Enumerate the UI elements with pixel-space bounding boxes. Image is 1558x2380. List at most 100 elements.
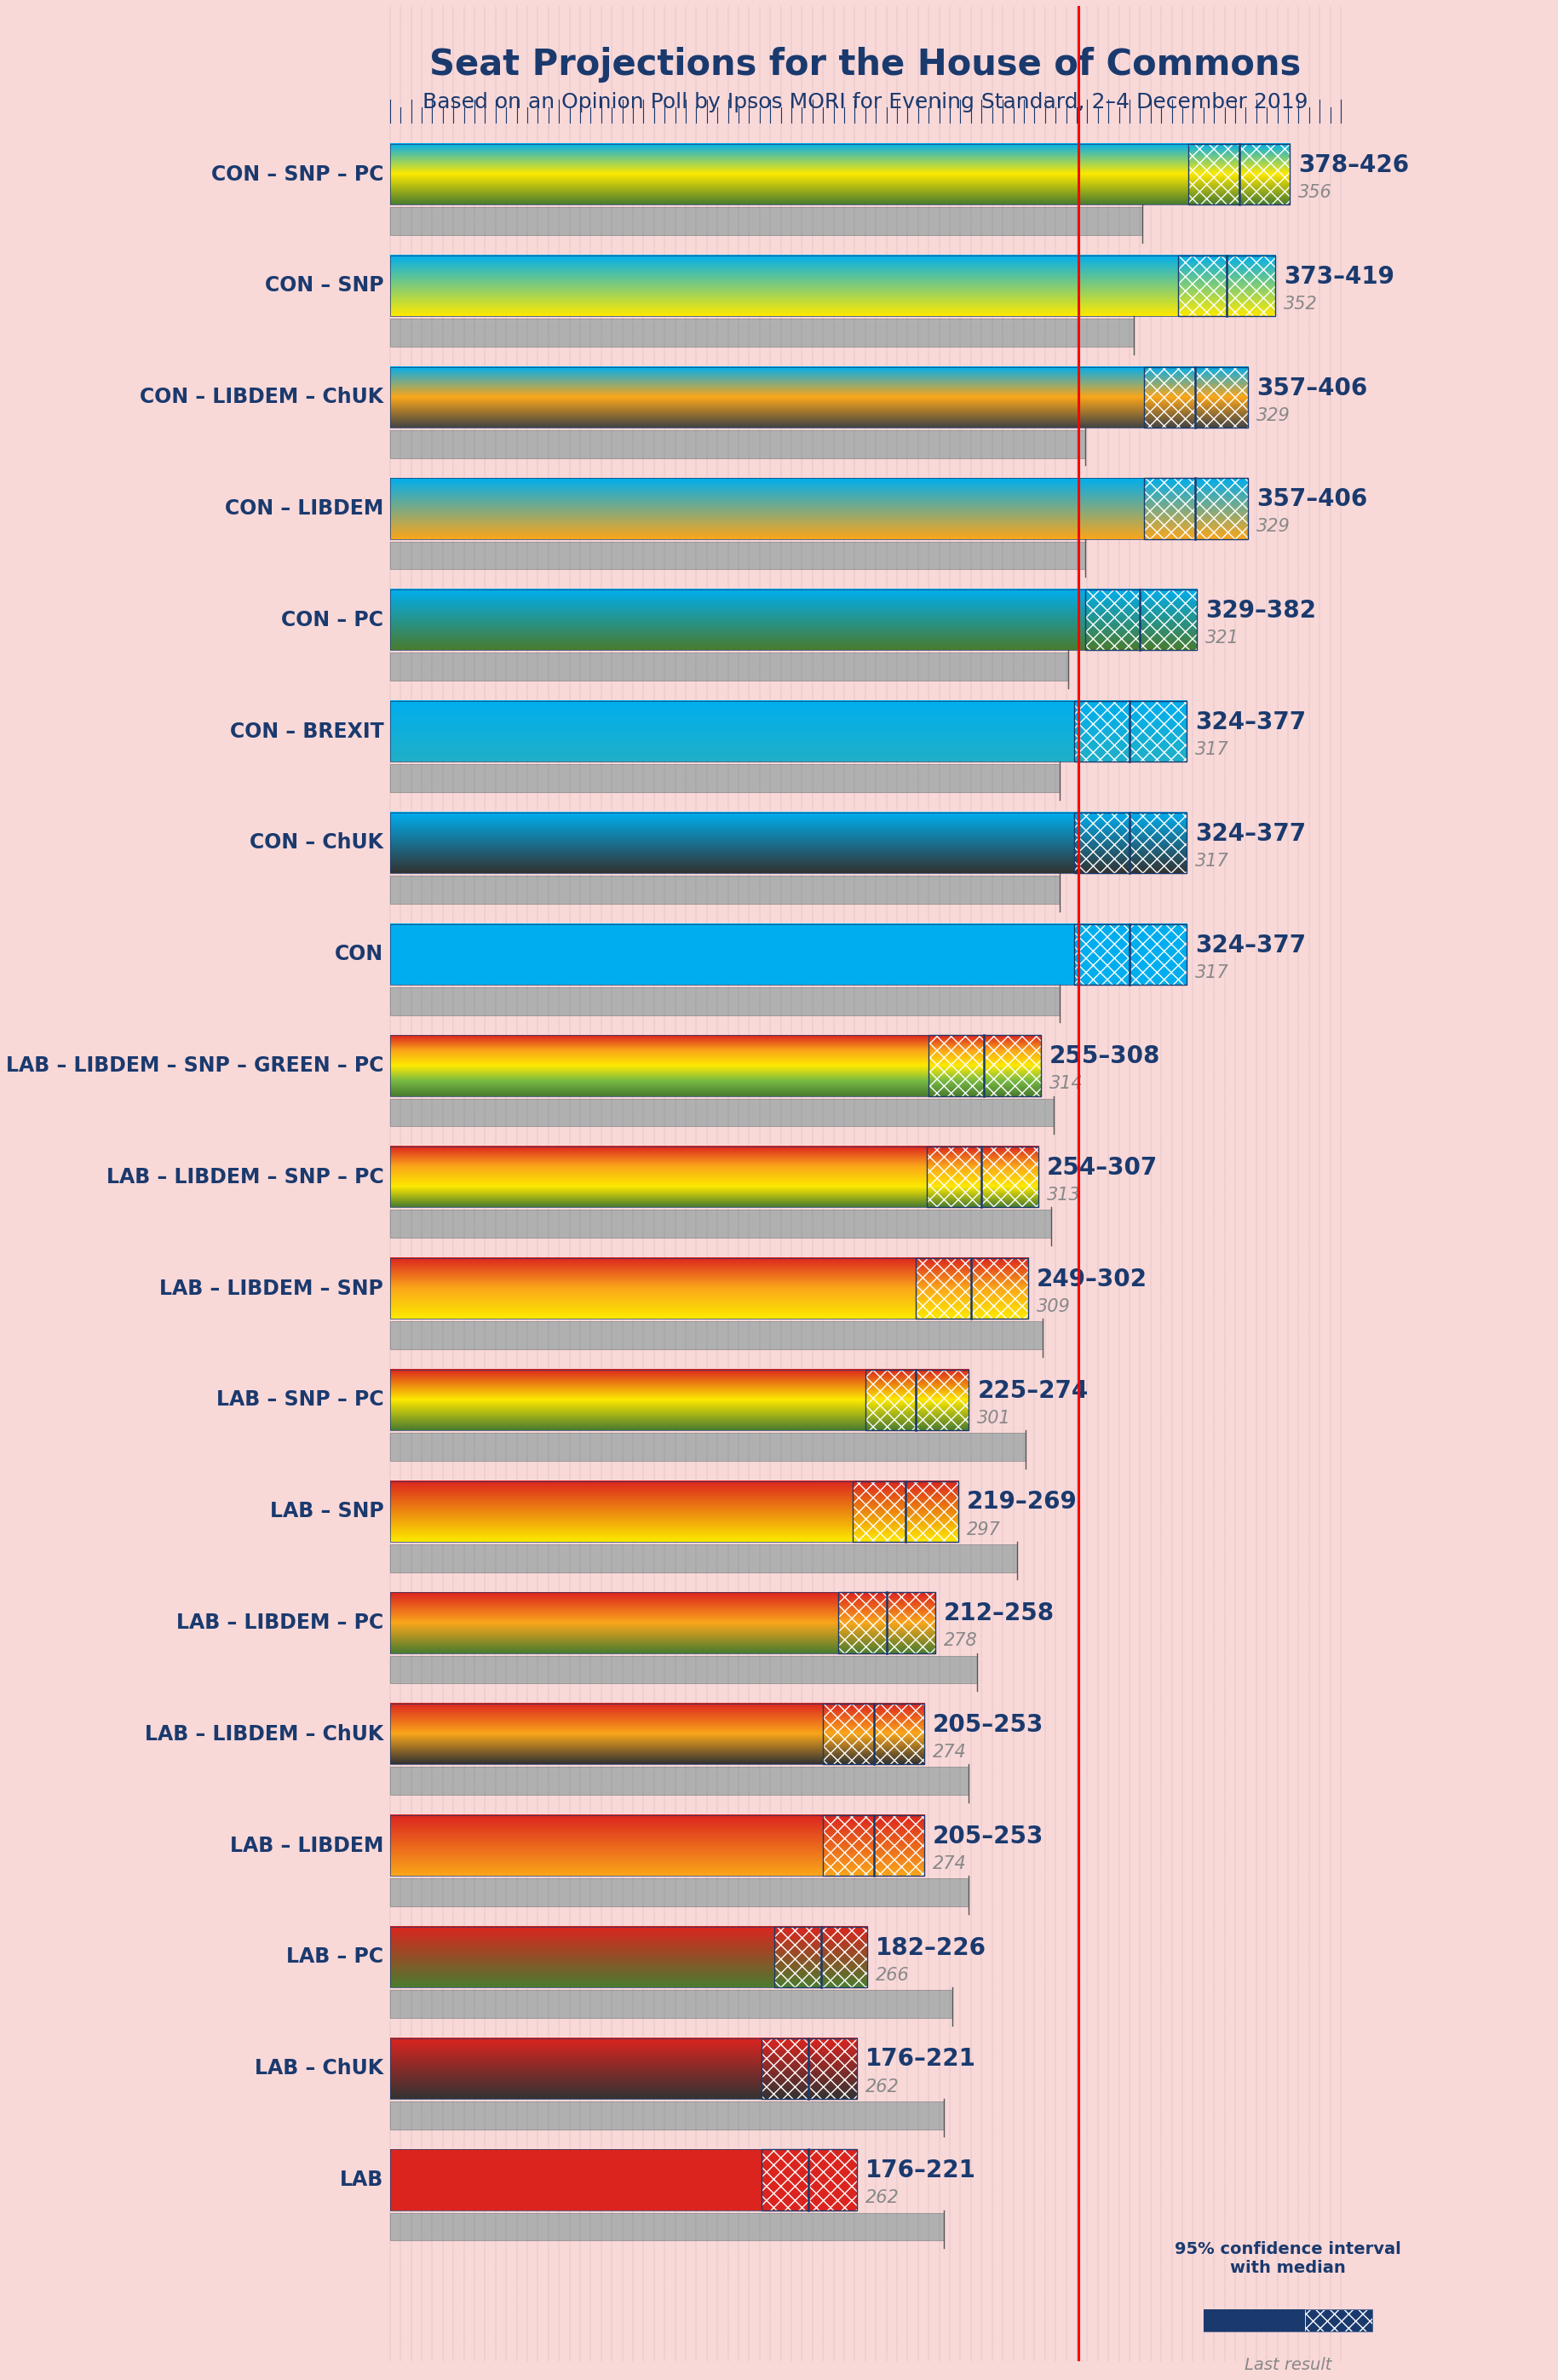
- Bar: [390, 1990, 952, 2018]
- Bar: [1075, 923, 1187, 985]
- Bar: [1144, 367, 1248, 428]
- Text: 219–269: 219–269: [968, 1490, 1077, 1514]
- Bar: [1189, 143, 1290, 205]
- Text: LAB – PC: LAB – PC: [287, 1947, 383, 1968]
- Bar: [390, 1035, 1041, 1097]
- Bar: [390, 764, 1059, 793]
- Bar: [390, 2102, 944, 2130]
- Text: 262: 262: [865, 2190, 899, 2206]
- Text: 317: 317: [1195, 740, 1229, 759]
- Text: 274: 274: [933, 1856, 968, 1873]
- Bar: [390, 1816, 924, 1875]
- Bar: [390, 255, 1276, 317]
- Bar: [390, 652, 1069, 681]
- Bar: [390, 1545, 1017, 1573]
- Text: CON – LIBDEM: CON – LIBDEM: [224, 497, 383, 519]
- Bar: [823, 1704, 924, 1764]
- Bar: [390, 1433, 1025, 1461]
- Text: 329: 329: [1256, 407, 1290, 424]
- Text: 313: 313: [1047, 1188, 1081, 1204]
- Text: 254–307: 254–307: [1047, 1157, 1158, 1180]
- Bar: [390, 988, 1059, 1014]
- Bar: [390, 207, 1142, 236]
- Bar: [1203, 2309, 1306, 2332]
- Text: 309: 309: [1036, 1297, 1070, 1316]
- Bar: [774, 1925, 868, 1987]
- Bar: [390, 143, 1290, 205]
- Bar: [390, 319, 1134, 347]
- Bar: [390, 431, 1084, 457]
- Bar: [390, 1704, 924, 1764]
- Text: LAB – LIBDEM – SNP – GREEN – PC: LAB – LIBDEM – SNP – GREEN – PC: [6, 1054, 383, 1076]
- Bar: [390, 1100, 1053, 1126]
- Text: 225–274: 225–274: [977, 1378, 1089, 1402]
- Text: 324–377: 324–377: [1195, 933, 1306, 957]
- Text: 314: 314: [1049, 1076, 1083, 1092]
- Text: 317: 317: [1195, 964, 1229, 981]
- Bar: [1178, 255, 1276, 317]
- Text: 274: 274: [933, 1745, 968, 1761]
- Bar: [852, 1480, 958, 1542]
- Bar: [1144, 478, 1248, 538]
- Bar: [865, 1368, 969, 1430]
- Text: 278: 278: [944, 1633, 977, 1649]
- Bar: [390, 2149, 857, 2211]
- Bar: [1306, 2309, 1373, 2332]
- Bar: [390, 702, 1187, 762]
- Text: 266: 266: [876, 1966, 910, 1983]
- Bar: [390, 1368, 969, 1430]
- Bar: [1084, 590, 1197, 650]
- Text: LAB – LIBDEM: LAB – LIBDEM: [231, 1835, 383, 1856]
- Text: 95% confidence interval
with median: 95% confidence interval with median: [1175, 2242, 1401, 2275]
- Bar: [838, 1592, 935, 1654]
- Text: CON: CON: [335, 945, 383, 964]
- Bar: [1075, 812, 1187, 873]
- Text: 352: 352: [1284, 295, 1318, 312]
- Text: 357–406: 357–406: [1256, 488, 1368, 512]
- Text: LAB – SNP: LAB – SNP: [270, 1502, 383, 1521]
- Bar: [1075, 702, 1187, 762]
- Bar: [390, 923, 1187, 985]
- Text: 297: 297: [968, 1521, 1000, 1537]
- Bar: [865, 1368, 969, 1430]
- Text: 262: 262: [865, 2078, 899, 2094]
- Bar: [823, 1704, 924, 1764]
- Text: 317: 317: [1195, 852, 1229, 869]
- Bar: [1075, 702, 1187, 762]
- Text: LAB – LIBDEM – PC: LAB – LIBDEM – PC: [176, 1614, 383, 1633]
- Bar: [823, 1816, 924, 1875]
- Bar: [390, 1480, 958, 1542]
- Text: 329: 329: [1256, 519, 1290, 536]
- Text: Last result: Last result: [1245, 2356, 1332, 2373]
- Text: 301: 301: [977, 1409, 1011, 1426]
- Bar: [916, 1259, 1028, 1319]
- Text: CON – ChUK: CON – ChUK: [249, 833, 383, 852]
- Bar: [927, 1147, 1039, 1207]
- Bar: [390, 1766, 969, 1795]
- Text: LAB – SNP – PC: LAB – SNP – PC: [217, 1390, 383, 1409]
- Text: 176–221: 176–221: [865, 2159, 975, 2182]
- Bar: [1144, 478, 1248, 538]
- Text: LAB – LIBDEM – SNP – PC: LAB – LIBDEM – SNP – PC: [106, 1166, 383, 1188]
- Bar: [929, 1035, 1041, 1097]
- Text: CON – LIBDEM – ChUK: CON – LIBDEM – ChUK: [140, 388, 383, 407]
- Bar: [390, 2037, 857, 2099]
- Bar: [1075, 923, 1187, 985]
- Text: CON – BREXIT: CON – BREXIT: [229, 721, 383, 743]
- Bar: [390, 478, 1248, 538]
- Bar: [1084, 590, 1197, 650]
- Bar: [390, 543, 1084, 569]
- Text: LAB – ChUK: LAB – ChUK: [256, 2059, 383, 2078]
- Text: 212–258: 212–258: [944, 1602, 1055, 1626]
- Bar: [390, 1321, 1042, 1349]
- Text: 205–253: 205–253: [933, 1714, 1044, 1737]
- Text: 205–253: 205–253: [933, 1825, 1044, 1849]
- Bar: [390, 812, 1187, 873]
- Text: CON – PC: CON – PC: [282, 609, 383, 631]
- Text: LAB – LIBDEM – SNP: LAB – LIBDEM – SNP: [159, 1278, 383, 1299]
- Bar: [390, 876, 1059, 904]
- Bar: [1203, 2309, 1373, 2332]
- Text: Based on an Opinion Poll by Ipsos MORI for Evening Standard, 2–4 December 2019: Based on an Opinion Poll by Ipsos MORI f…: [422, 93, 1309, 112]
- Text: 373–419: 373–419: [1284, 264, 1394, 288]
- Bar: [762, 2037, 857, 2099]
